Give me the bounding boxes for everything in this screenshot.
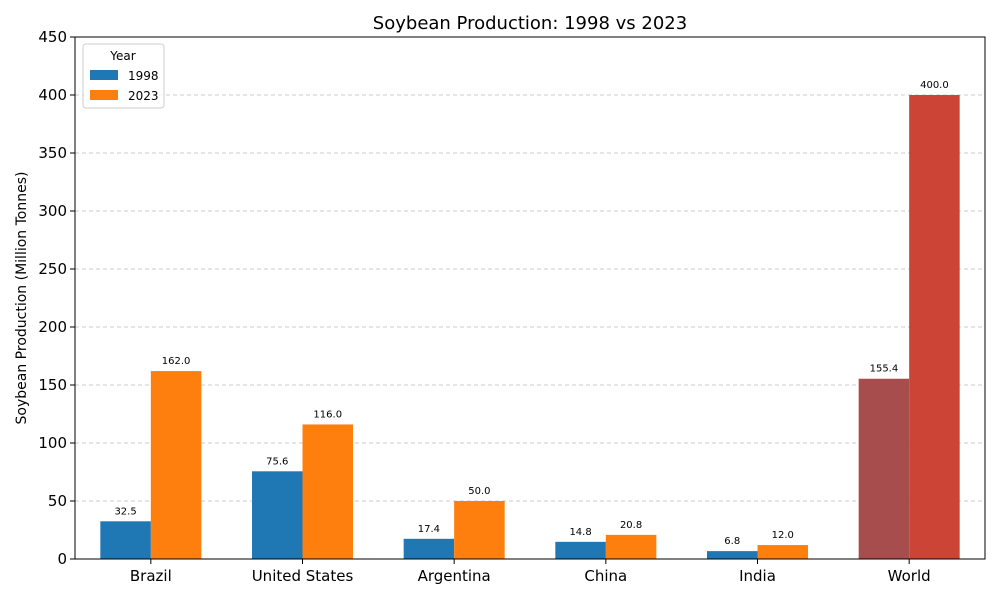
data-label: 400.0 xyxy=(920,80,949,91)
y-tick-label: 400 xyxy=(38,86,67,104)
y-axis-label: Soybean Production (Million Tonnes) xyxy=(14,172,30,425)
data-label: 32.5 xyxy=(114,506,136,517)
bar-2023-world xyxy=(909,95,960,559)
bar-1998-argentina xyxy=(403,538,455,559)
legend-label-1998: 1998 xyxy=(128,69,159,83)
y-tick-label: 150 xyxy=(38,376,67,394)
bar-1998-india xyxy=(707,551,758,559)
x-tick-label: Brazil xyxy=(130,567,172,585)
bar-2023-china xyxy=(605,534,657,559)
data-label: 20.8 xyxy=(620,520,642,531)
x-tick-label: China xyxy=(584,567,627,585)
data-label: 162.0 xyxy=(162,356,191,367)
data-labels: 32.5 162.0 75.6 116.0 17.4 50.0 14.8 20.8 6.8 12.… xyxy=(114,80,948,547)
x-tick-label: India xyxy=(739,567,776,585)
bar-1998-world xyxy=(858,378,910,559)
bar-1998-brazil xyxy=(100,521,151,559)
plot-frame xyxy=(74,36,986,560)
chart-title: Soybean Production: 1998 vs 2023 xyxy=(373,13,687,34)
data-label: 116.0 xyxy=(313,409,342,420)
bars xyxy=(100,95,960,559)
bar-2023-brazil xyxy=(150,371,202,559)
bar-2023-argentina xyxy=(454,501,505,559)
x-tick-label: United States xyxy=(252,567,354,585)
data-label: 12.0 xyxy=(772,530,794,541)
data-label: 14.8 xyxy=(569,527,591,538)
y-tick-label: 200 xyxy=(38,318,67,336)
legend: Year 1998 2023 xyxy=(82,43,165,109)
bar-2023-india xyxy=(757,545,808,559)
legend-swatch-2023 xyxy=(90,90,118,100)
data-label: 17.4 xyxy=(418,524,440,535)
y-tick-label: 50 xyxy=(48,492,67,510)
y-tick-label: 100 xyxy=(38,434,67,452)
y-axis-ticks: 0 50 100 150 200 250 300 350 400 450 xyxy=(38,28,75,568)
y-tick-label: 300 xyxy=(38,202,67,220)
bar-1998-china xyxy=(555,541,606,559)
y-tick-label: 0 xyxy=(57,550,67,568)
x-tick-label: World xyxy=(888,567,931,585)
x-axis-ticks: Brazil United States Argentina China India Wo… xyxy=(130,559,931,585)
data-label: 155.4 xyxy=(870,364,899,375)
y-tick-label: 350 xyxy=(38,144,67,162)
grid-lines xyxy=(75,94,985,502)
y-tick-label: 450 xyxy=(38,28,67,46)
bar-1998-united-states xyxy=(252,471,303,559)
data-label: 75.6 xyxy=(266,456,288,467)
y-tick-label: 250 xyxy=(38,260,67,278)
bar-2023-united-states xyxy=(302,424,353,559)
legend-label-2023: 2023 xyxy=(128,89,159,103)
legend-swatch-1998 xyxy=(90,70,118,80)
data-label: 50.0 xyxy=(468,486,490,497)
data-label: 6.8 xyxy=(724,536,740,547)
x-tick-label: Argentina xyxy=(418,567,491,585)
legend-title: Year xyxy=(109,49,135,63)
